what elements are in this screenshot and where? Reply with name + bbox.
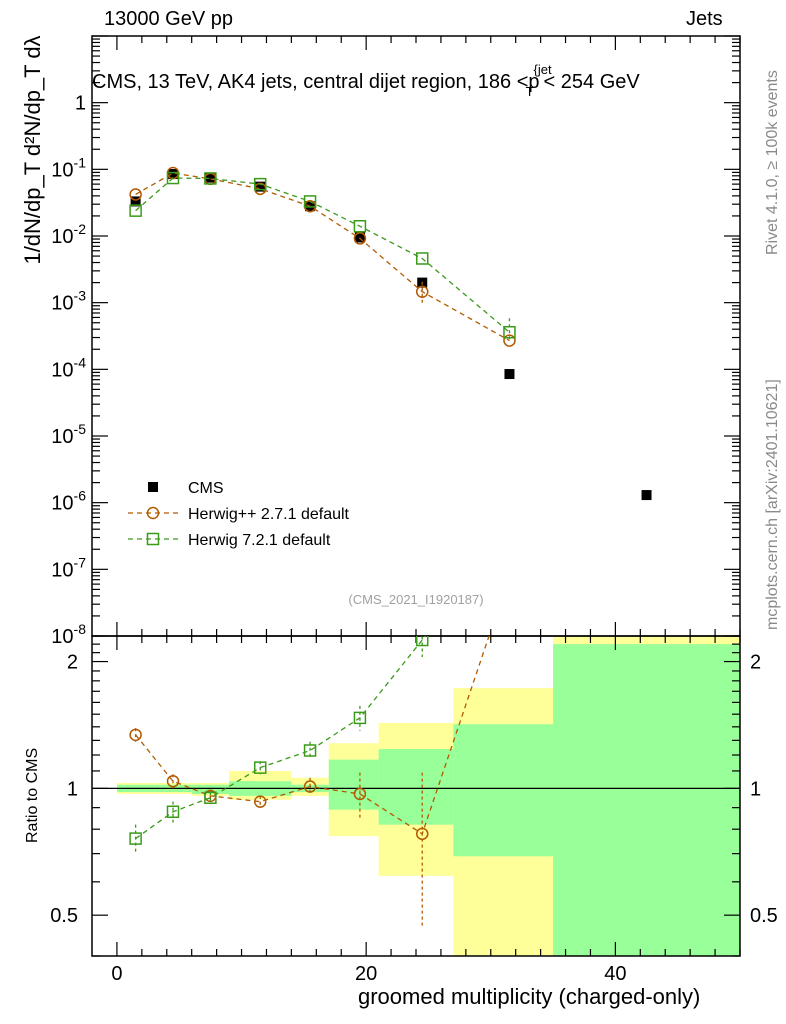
legend-entry-0[interactable]: CMS: [148, 480, 224, 497]
ratio-plot-frame: 0.5 0.51 12 20 20 40: [50, 635, 778, 985]
main-ytick-label: 10-3: [51, 288, 86, 315]
data-point: [255, 181, 266, 192]
legend-entry-2[interactable]: Herwig 7.2.1 default: [128, 532, 331, 549]
ratio-point: [129, 832, 142, 845]
legend-marker: [146, 506, 160, 520]
main-ytick-exponent: -7: [74, 554, 87, 570]
x-tick-label: 0: [111, 963, 122, 985]
main-ytick-exponent: -5: [74, 421, 87, 437]
main-ytick-label: 10-6: [51, 488, 86, 515]
title-p: p: [528, 71, 539, 93]
main-ytick-exponent: -4: [74, 354, 87, 370]
ratio-line-1: [135, 636, 490, 835]
main-ytick-exponent: -6: [74, 488, 87, 504]
ratio-point: [415, 827, 429, 841]
series-line-1: [135, 172, 510, 342]
ratio-ytick-label-left: 2: [67, 652, 78, 674]
ratio-point: [415, 636, 429, 647]
title-rest: < 254 GeV: [544, 71, 641, 93]
series-0: [130, 169, 652, 501]
analysis-tag: (CMS_2021_I1920187): [348, 592, 483, 607]
ratio-point: [166, 805, 180, 819]
ratio-ytick-label-left: 1: [67, 778, 78, 800]
main-ytick-label: 10-8: [51, 621, 86, 648]
ratio-point: [353, 711, 367, 725]
ratio-point: [204, 791, 217, 805]
x-axis-label: groomed multiplicity (charged-only): [358, 984, 701, 1009]
ratio-ytick-label-right: 0.5: [750, 905, 778, 927]
legend[interactable]: CMS Herwig++ 2.7.1 default Herwig 7.2.1 de…: [128, 480, 350, 549]
ratio-point: [253, 795, 267, 808]
x-tick-label: 20: [355, 963, 377, 985]
data-point: [415, 285, 429, 298]
series-2: [129, 171, 516, 854]
data-point: [353, 220, 367, 233]
data-point: [204, 172, 217, 185]
main-y-axis-text: 1/dN/dp_T d²N/dp_T dλ: [20, 35, 45, 264]
green-band-6: [378, 749, 454, 825]
green-band-7: [453, 724, 554, 857]
ratio-point: [353, 787, 367, 801]
main-ytick-label: 10-1: [51, 154, 86, 181]
plot-category-label: Jets: [686, 8, 723, 30]
main-ytick-label: 1: [75, 93, 86, 115]
data-point: [504, 369, 515, 380]
title-jet-superscript: {jet: [534, 62, 552, 77]
data-point: [166, 171, 180, 185]
data-point: [130, 196, 141, 207]
legend-label: Herwig 7.2.1 default: [188, 532, 331, 549]
legend-marker: [146, 532, 160, 546]
series-layer: [129, 166, 652, 927]
ratio-point: [129, 728, 142, 742]
main-ytick-label: 10-4: [51, 354, 86, 381]
data-point: [503, 325, 516, 339]
uncertainty-bands: [116, 636, 740, 956]
data-point: [129, 188, 142, 201]
data-point: [129, 204, 142, 217]
data-point: [354, 232, 365, 243]
main-y-axis-label: 1/dN/dp_T d²N/dp_T dλ: [20, 35, 45, 264]
ratio-series-2: [129, 636, 429, 854]
ratio-ytick-label-right: 1: [750, 778, 761, 800]
title-T-subscript: T: [526, 84, 534, 99]
main-ytick-label: 10-5: [51, 421, 86, 448]
plot-energy-label: 13000 GeV pp: [104, 8, 233, 30]
data-point: [415, 252, 429, 265]
green-band-2: [191, 784, 230, 794]
data-point: [253, 177, 267, 191]
data-point: [353, 232, 367, 245]
green-band-8: [553, 644, 740, 956]
ratio-ytick-label-right: 2: [750, 652, 761, 674]
ratio-point: [253, 761, 267, 774]
ratio-point: [166, 774, 180, 788]
ratio-point: [303, 780, 317, 793]
main-ytick-exponent: -2: [74, 221, 87, 237]
data-point: [205, 172, 216, 183]
data-point: [503, 334, 516, 347]
ratio-ytick-label-left: 0.5: [50, 905, 78, 927]
main-ytick-exponent: -1: [74, 154, 87, 170]
legend-label: CMS: [188, 480, 224, 497]
main-plot-frame: 10-8 10-7 10-6 10-5 10-4 10-3 10-2 10-1 1: [51, 35, 741, 648]
main-ytick-exponent: -3: [74, 288, 87, 304]
main-ytick-exponent: -8: [74, 621, 87, 637]
green-band-5: [328, 759, 379, 810]
ratio-point: [303, 744, 317, 757]
legend-marker: [148, 482, 158, 492]
main-ytick-label: 10-7: [51, 554, 86, 581]
legend-entry-1[interactable]: Herwig++ 2.7.1 default: [128, 506, 350, 523]
main-ytick-label: 10-2: [51, 221, 86, 248]
x-tick-label: 40: [604, 963, 626, 985]
data-point: [168, 169, 178, 180]
data-point: [303, 195, 317, 208]
legend-label: Herwig++ 2.7.1 default: [188, 506, 350, 523]
data-point: [641, 490, 652, 501]
chart-title: CMS, 13 TeV, AK4 jets, central dijet reg…: [92, 62, 640, 99]
